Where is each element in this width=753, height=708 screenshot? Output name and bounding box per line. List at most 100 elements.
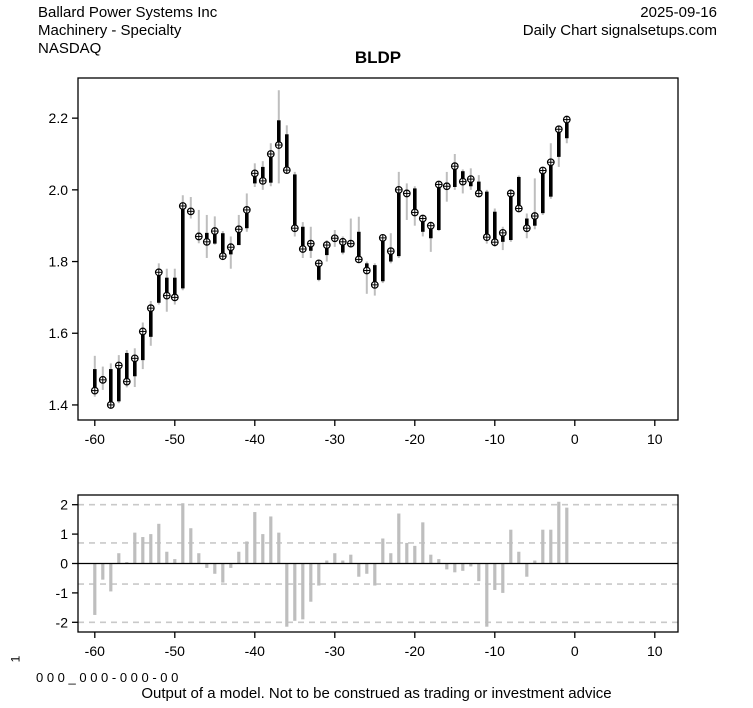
chart-date: 2025-09-16 xyxy=(640,4,717,21)
svg-text:-2: -2 xyxy=(56,614,69,630)
close-marker xyxy=(338,237,347,246)
panel-number: 1 xyxy=(8,655,23,663)
svg-text:2.2: 2.2 xyxy=(49,110,69,126)
svg-text:0: 0 xyxy=(571,643,579,659)
industry-label: Machinery - Specialty xyxy=(38,22,182,39)
close-marker xyxy=(410,208,419,217)
svg-text:-50: -50 xyxy=(165,643,185,659)
close-marker xyxy=(314,259,323,268)
close-marker xyxy=(138,327,147,336)
close-marker xyxy=(514,204,523,213)
close-marker xyxy=(178,202,187,210)
model-code-string: 0 0 0 _ 0 0 0 - 0 0 0 - 0 0 xyxy=(36,670,179,685)
close-marker xyxy=(106,401,115,409)
svg-text:-60: -60 xyxy=(85,431,105,447)
close-marker xyxy=(442,182,451,191)
svg-text:-40: -40 xyxy=(245,643,265,659)
close-marker xyxy=(322,241,331,249)
close-marker xyxy=(250,169,259,178)
svg-text:1.8: 1.8 xyxy=(49,254,69,270)
close-marker xyxy=(186,207,195,216)
close-marker xyxy=(426,221,435,230)
close-marker xyxy=(378,233,387,242)
close-marker xyxy=(122,377,131,386)
close-marker xyxy=(226,243,235,252)
svg-text:-40: -40 xyxy=(245,431,265,447)
close-marker xyxy=(114,361,123,370)
close-marker xyxy=(562,115,571,124)
close-marker xyxy=(306,239,315,248)
close-marker xyxy=(490,238,499,247)
close-marker xyxy=(242,206,251,214)
company-name: Ballard Power Systems Inc xyxy=(38,4,218,21)
svg-text:-1: -1 xyxy=(56,585,69,601)
svg-text:-10: -10 xyxy=(485,431,505,447)
svg-text:1.6: 1.6 xyxy=(49,325,69,341)
close-marker xyxy=(290,224,299,233)
close-marker xyxy=(546,158,555,167)
close-marker xyxy=(130,354,139,363)
close-marker xyxy=(330,234,339,243)
close-marker xyxy=(146,304,155,313)
svg-text:-30: -30 xyxy=(325,643,345,659)
close-marker xyxy=(538,166,547,175)
close-marker xyxy=(482,233,491,242)
close-marker xyxy=(386,247,395,256)
close-marker xyxy=(170,293,179,302)
close-marker xyxy=(234,225,243,234)
close-marker xyxy=(458,177,467,186)
close-marker xyxy=(530,212,539,220)
price-panel xyxy=(90,90,571,409)
close-marker xyxy=(298,245,307,253)
close-marker xyxy=(162,291,171,300)
close-marker xyxy=(258,176,267,185)
svg-text:2.0: 2.0 xyxy=(49,182,69,198)
close-marker xyxy=(354,255,363,264)
exchange-label: NASDAQ xyxy=(38,40,102,57)
signal-panel xyxy=(78,501,678,627)
close-marker xyxy=(266,150,275,158)
close-marker xyxy=(402,189,411,198)
close-marker xyxy=(450,162,459,171)
close-marker xyxy=(466,175,475,183)
close-marker xyxy=(498,228,507,237)
svg-text:1: 1 xyxy=(60,526,68,542)
svg-text:-60: -60 xyxy=(85,643,105,659)
svg-text:-30: -30 xyxy=(325,431,345,447)
svg-text:-10: -10 xyxy=(485,643,505,659)
close-marker xyxy=(418,214,427,223)
svg-text:-20: -20 xyxy=(405,643,425,659)
close-marker xyxy=(218,252,227,261)
chart-source: Daily Chart signalsetups.com xyxy=(522,22,717,39)
svg-text:0: 0 xyxy=(571,431,579,447)
close-marker xyxy=(154,268,163,277)
svg-text:10: 10 xyxy=(647,643,663,659)
close-marker xyxy=(554,125,563,134)
close-marker xyxy=(474,189,483,198)
close-marker xyxy=(346,239,355,248)
ticker-title: BLDP xyxy=(354,48,402,67)
close-marker xyxy=(202,237,211,246)
price-axes: -60 -50 -40 -30 -20 -10 0 10 1.4 1.6 1.8 2.0 2.2 xyxy=(49,77,679,447)
disclaimer-text: Output of a model. Not to be construed a… xyxy=(141,685,612,702)
svg-text:0: 0 xyxy=(60,556,68,572)
close-marker xyxy=(274,141,283,149)
close-marker xyxy=(194,232,203,241)
close-marker xyxy=(434,180,443,189)
close-marker xyxy=(210,227,219,235)
close-marker xyxy=(282,166,291,175)
svg-text:2: 2 xyxy=(60,497,68,513)
close-marker xyxy=(370,280,379,289)
close-marker xyxy=(98,375,107,384)
close-marker xyxy=(522,224,531,233)
svg-text:1.4: 1.4 xyxy=(49,397,69,413)
svg-text:10: 10 xyxy=(647,431,663,447)
close-marker xyxy=(90,386,99,395)
close-marker xyxy=(506,189,515,198)
svg-text:-50: -50 xyxy=(165,431,185,447)
svg-text:-20: -20 xyxy=(405,431,425,447)
close-marker xyxy=(394,185,403,194)
